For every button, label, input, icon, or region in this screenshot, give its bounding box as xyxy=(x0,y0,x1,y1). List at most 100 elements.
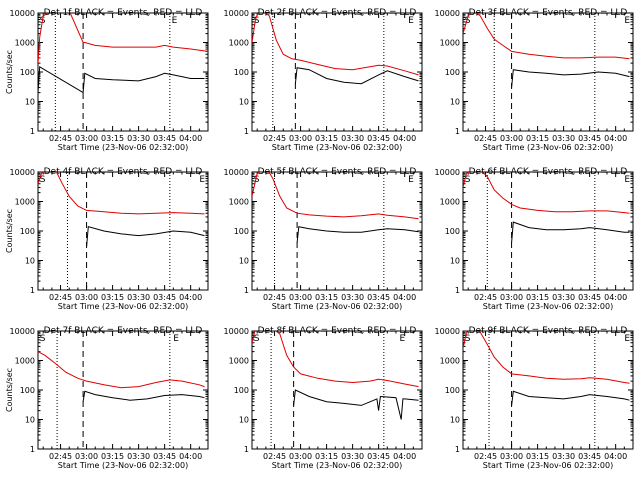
panel-8-xtick-label: 04:00 xyxy=(393,452,416,461)
panel-8-axes-frame xyxy=(251,330,423,450)
panel-4-ytick-label: 1000 xyxy=(15,198,35,207)
panel-7-xtick-label: 03:30 xyxy=(127,452,150,461)
panel-4-ytick-label: 10 xyxy=(25,257,35,266)
panel-7-title: Det 7f BLACK = Events, RED = LLD xyxy=(44,326,203,336)
panel-9-xtick-label: 03:15 xyxy=(526,452,549,461)
panel-8-series-lld xyxy=(252,331,419,388)
panel-7-xtick-label: 03:45 xyxy=(153,452,176,461)
panel-3-marker-S: S xyxy=(465,16,471,26)
panel-9-series-events xyxy=(511,390,630,406)
panel-6-series-lld xyxy=(463,172,630,214)
panel-8-series-events xyxy=(293,389,419,420)
panel-7-xtick-label: 03:15 xyxy=(101,452,124,461)
panel-9-series-lld xyxy=(463,331,630,384)
panel-9-title: Det 9f BLACK = Events, RED = LLD xyxy=(469,326,628,336)
panel-1-xlabel: Start Time (23-Nov-06 02:32:00) xyxy=(58,143,188,152)
panel-3-xtick-label: 02:45 xyxy=(474,134,497,143)
panel-4-xtick-label: 02:45 xyxy=(49,293,72,302)
panel-7-ytick-label: 1 xyxy=(30,445,35,454)
panel-2-marker-S: S xyxy=(254,16,260,26)
panel-2-xlabel: Start Time (23-Nov-06 02:32:00) xyxy=(272,143,402,152)
panel-4-ytick-label: 1 xyxy=(30,286,35,295)
panel-3-series-events xyxy=(511,69,630,88)
panel-4-series-lld xyxy=(38,172,205,215)
panel-4-xtick-label: 03:45 xyxy=(153,293,176,302)
panel-6-xtick-label: 03:00 xyxy=(500,293,523,302)
panel-4-marker-E: E xyxy=(199,175,205,185)
panel-1-series-lld xyxy=(38,13,208,64)
panel-6: Det 6f BLACK = Events, RED = LLD 1 10 100 10… xyxy=(435,167,634,311)
panel-9-marker-S: S xyxy=(465,334,471,344)
panel-6-ytick-label: 10000 xyxy=(435,168,460,177)
panel-8-ytick-label: 10000 xyxy=(224,327,249,336)
panel-1-ylabel: Counts/sec xyxy=(5,50,14,94)
panel-6-ytick-label: 100 xyxy=(445,227,460,236)
panel-1-marker-E: E xyxy=(172,16,178,26)
panel-2-series-events xyxy=(294,67,419,85)
panel-3-plot-area xyxy=(463,13,630,88)
panel-1-xtick-label: 03:30 xyxy=(127,134,150,143)
panel-7-ytick-label: 100 xyxy=(20,386,35,395)
panel-7-xlabel: Start Time (23-Nov-06 02:32:00) xyxy=(58,461,188,470)
panel-1-ytick-label: 10 xyxy=(25,98,35,107)
panel-7-ylabel: Counts/sec xyxy=(5,368,14,412)
panel-7-xtick-label: 02:45 xyxy=(49,452,72,461)
panel-4-series-events xyxy=(86,226,205,247)
panel-6-ytick-label: 1 xyxy=(455,286,460,295)
panel-4-marker-S: S xyxy=(40,175,46,185)
panel-7-ytick-label: 10 xyxy=(25,416,35,425)
panel-2-xtick-label: 03:30 xyxy=(341,134,364,143)
panel-8-ytick-label: 100 xyxy=(234,386,249,395)
panel-3-title: Det 3f BLACK = Events, RED = LLD xyxy=(469,8,628,18)
panel-9: Det 9f BLACK = Events, RED = LLD 1 10 100 10… xyxy=(435,326,634,470)
panel-1-series-events xyxy=(38,65,205,94)
panel-5-plot-area xyxy=(252,172,419,243)
panel-8-ytick-label: 10 xyxy=(239,416,249,425)
panel-2-plot-area xyxy=(252,13,419,85)
panel-4-ytick-label: 10000 xyxy=(10,168,35,177)
panel-9-plot-area xyxy=(463,331,630,406)
panel-9-xtick-label: 03:45 xyxy=(578,452,601,461)
panel-6-ytick-label: 1000 xyxy=(440,198,460,207)
panel-6-xtick-label: 03:15 xyxy=(526,293,549,302)
panel-7-ytick-label: 10000 xyxy=(10,327,35,336)
panel-2-marker-E: E xyxy=(408,16,414,26)
panel-4-xtick-label: 03:00 xyxy=(75,293,98,302)
panel-6-axes-frame xyxy=(462,171,634,291)
panel-4-xtick-label: 04:00 xyxy=(179,293,202,302)
panel-5-title: Det 5f BLACK = Events, RED = LLD xyxy=(258,167,417,177)
panel-9-ytick-label: 100 xyxy=(445,386,460,395)
panel-2-ytick-label: 1000 xyxy=(229,39,249,48)
panel-7-xtick-label: 03:00 xyxy=(75,452,98,461)
panel-5-series-lld xyxy=(252,172,419,220)
panel-4: Det 4f BLACK = Events, RED = LLD 1 10 100 10… xyxy=(5,167,209,311)
panel-2-axes-frame xyxy=(251,12,423,132)
panel-4-ytick-label: 100 xyxy=(20,227,35,236)
panel-3-ytick-label: 1 xyxy=(455,127,460,136)
panel-3-marker-E: E xyxy=(624,16,630,26)
panel-8-xtick-label: 03:15 xyxy=(315,452,338,461)
panel-8-title: Det 8f BLACK = Events, RED = LLD xyxy=(258,326,417,336)
panel-2-ytick-label: 10000 xyxy=(224,9,249,18)
panel-5-ytick-label: 10000 xyxy=(224,168,249,177)
panel-3: Det 3f BLACK = Events, RED = LLD 1 10 100 10… xyxy=(435,8,634,152)
panel-8-xtick-label: 03:45 xyxy=(367,452,390,461)
panel-5-xtick-label: 03:30 xyxy=(341,293,364,302)
panel-3-ytick-label: 10 xyxy=(450,98,460,107)
panel-3-ytick-label: 1000 xyxy=(440,39,460,48)
panel-1-ytick-label: 1 xyxy=(30,127,35,136)
panel-4-title: Det 4f BLACK = Events, RED = LLD xyxy=(44,167,203,177)
panel-9-ytick-label: 10000 xyxy=(435,327,460,336)
panel-5-xtick-label: 03:15 xyxy=(315,293,338,302)
panel-4-xlabel: Start Time (23-Nov-06 02:32:00) xyxy=(58,302,188,311)
panel-1-ytick-label: 10000 xyxy=(10,9,35,18)
panel-7-axes-frame xyxy=(37,330,209,450)
panel-8-ytick-label: 1000 xyxy=(229,357,249,366)
panel-2-xtick-label: 04:00 xyxy=(393,134,416,143)
panel-5-xlabel: Start Time (23-Nov-06 02:32:00) xyxy=(272,302,402,311)
panel-6-xlabel: Start Time (23-Nov-06 02:32:00) xyxy=(483,302,613,311)
panel-1-xtick-label: 04:00 xyxy=(179,134,202,143)
panel-9-ytick-label: 1 xyxy=(455,445,460,454)
panel-5-series-events xyxy=(296,226,419,243)
